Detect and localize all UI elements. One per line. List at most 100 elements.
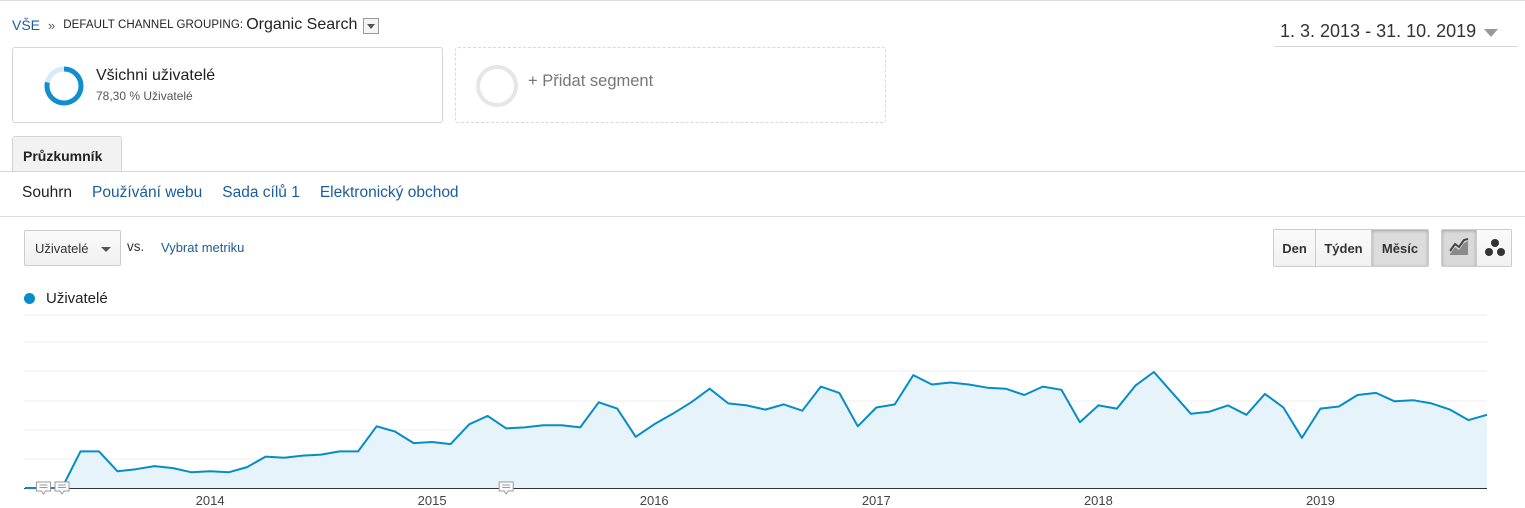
data-point[interactable] (1355, 392, 1361, 398)
segment-all-users[interactable]: Všichni uživatelé 78,30 % Uživatelé (12, 47, 443, 123)
data-point[interactable] (96, 448, 102, 454)
data-point[interactable] (1151, 369, 1157, 375)
data-point[interactable] (1336, 404, 1342, 410)
data-point[interactable] (1317, 406, 1323, 412)
data-point[interactable] (614, 406, 620, 412)
data-point[interactable] (522, 424, 528, 430)
add-segment-button[interactable]: + Přidat segment (455, 47, 886, 123)
data-point[interactable] (1188, 411, 1194, 417)
data-point[interactable] (873, 405, 879, 411)
data-point[interactable] (855, 423, 861, 429)
motion-chart-view-button[interactable] (1476, 230, 1511, 266)
x-tick-label: 2019 (1306, 493, 1335, 508)
metric-dropdown[interactable]: Uživatelé (24, 230, 121, 266)
data-point[interactable] (374, 423, 380, 429)
data-point[interactable] (1206, 409, 1212, 415)
data-point[interactable] (762, 407, 768, 413)
data-point[interactable] (244, 464, 250, 470)
data-point[interactable] (1132, 383, 1138, 389)
annotation-icon[interactable] (54, 481, 70, 495)
data-point[interactable] (781, 401, 787, 407)
period-day-button[interactable]: Den (1274, 230, 1316, 266)
annotation-icon[interactable] (36, 481, 52, 495)
data-point[interactable] (466, 421, 472, 427)
data-point[interactable] (448, 441, 454, 447)
line-chart-view-button[interactable] (1442, 230, 1477, 266)
data-point[interactable] (1447, 407, 1453, 413)
data-point[interactable] (596, 399, 602, 405)
data-point[interactable] (1466, 417, 1472, 423)
data-point[interactable] (1392, 398, 1398, 404)
data-point[interactable] (707, 386, 713, 392)
data-point[interactable] (744, 402, 750, 408)
data-point[interactable] (910, 372, 916, 378)
data-point[interactable] (115, 468, 121, 474)
data-point[interactable] (725, 400, 731, 406)
data-point[interactable] (1003, 386, 1009, 392)
data-point[interactable] (892, 401, 898, 407)
data-point[interactable] (22, 485, 28, 491)
data-point[interactable] (411, 440, 417, 446)
data-point[interactable] (78, 448, 84, 454)
breadcrumb-dropdown-icon[interactable] (363, 18, 380, 34)
subtab-summary[interactable]: Souhrn (22, 184, 72, 201)
data-point[interactable] (485, 413, 491, 419)
data-point[interactable] (836, 390, 842, 396)
data-point[interactable] (170, 465, 176, 471)
data-point[interactable] (318, 452, 324, 458)
data-point[interactable] (688, 399, 694, 405)
data-point[interactable] (1280, 405, 1286, 411)
subtab-site-usage[interactable]: Používání webu (91, 184, 203, 201)
data-point[interactable] (929, 382, 935, 388)
data-point[interactable] (633, 434, 639, 440)
data-point[interactable] (1169, 390, 1175, 396)
annotation-icon[interactable] (498, 481, 514, 495)
data-point[interactable] (984, 385, 990, 391)
data-point[interactable] (1225, 402, 1231, 408)
data-point[interactable] (392, 429, 398, 435)
data-point[interactable] (818, 384, 824, 390)
breadcrumb-all-link[interactable]: VŠE (12, 17, 41, 33)
segment-donut-icon (44, 66, 84, 106)
data-point[interactable] (281, 455, 287, 461)
select-metric-link[interactable]: Vybrat metriku (161, 240, 245, 255)
data-point[interactable] (1299, 435, 1305, 441)
data-point[interactable] (670, 411, 676, 417)
data-point[interactable] (947, 380, 953, 386)
data-point[interactable] (1058, 387, 1064, 393)
data-point[interactable] (429, 439, 435, 445)
data-point[interactable] (300, 453, 306, 459)
data-point[interactable] (1484, 412, 1490, 418)
subtab-ecommerce[interactable]: Elektronický obchod (319, 184, 459, 201)
data-point[interactable] (966, 382, 972, 388)
data-point[interactable] (577, 424, 583, 430)
data-point[interactable] (799, 408, 805, 414)
data-point[interactable] (503, 425, 509, 431)
data-point[interactable] (1373, 390, 1379, 396)
data-point[interactable] (355, 448, 361, 454)
data-point[interactable] (152, 463, 158, 469)
data-point[interactable] (1429, 400, 1435, 406)
data-point[interactable] (1040, 384, 1046, 390)
data-point[interactable] (263, 454, 269, 460)
data-point[interactable] (337, 448, 343, 454)
data-point[interactable] (133, 466, 139, 472)
tab-explorer[interactable]: Průzkumník (12, 136, 122, 172)
data-point[interactable] (1095, 402, 1101, 408)
data-point[interactable] (559, 422, 565, 428)
period-month-button[interactable]: Měsíc (1372, 230, 1428, 266)
data-point[interactable] (226, 469, 232, 475)
period-week-button[interactable]: Týden (1316, 230, 1372, 266)
data-point[interactable] (189, 469, 195, 475)
data-point[interactable] (1262, 391, 1268, 397)
data-point[interactable] (1021, 392, 1027, 398)
date-range-picker[interactable]: 1. 3. 2013 - 31. 10. 2019 (1274, 18, 1518, 47)
data-point[interactable] (540, 422, 546, 428)
subtab-goal-set-1[interactable]: Sada cílů 1 (222, 184, 300, 201)
data-point[interactable] (1243, 412, 1249, 418)
data-point[interactable] (1410, 397, 1416, 403)
data-point[interactable] (207, 468, 213, 474)
data-point[interactable] (1114, 406, 1120, 412)
data-point[interactable] (1077, 419, 1083, 425)
data-point[interactable] (651, 421, 657, 427)
